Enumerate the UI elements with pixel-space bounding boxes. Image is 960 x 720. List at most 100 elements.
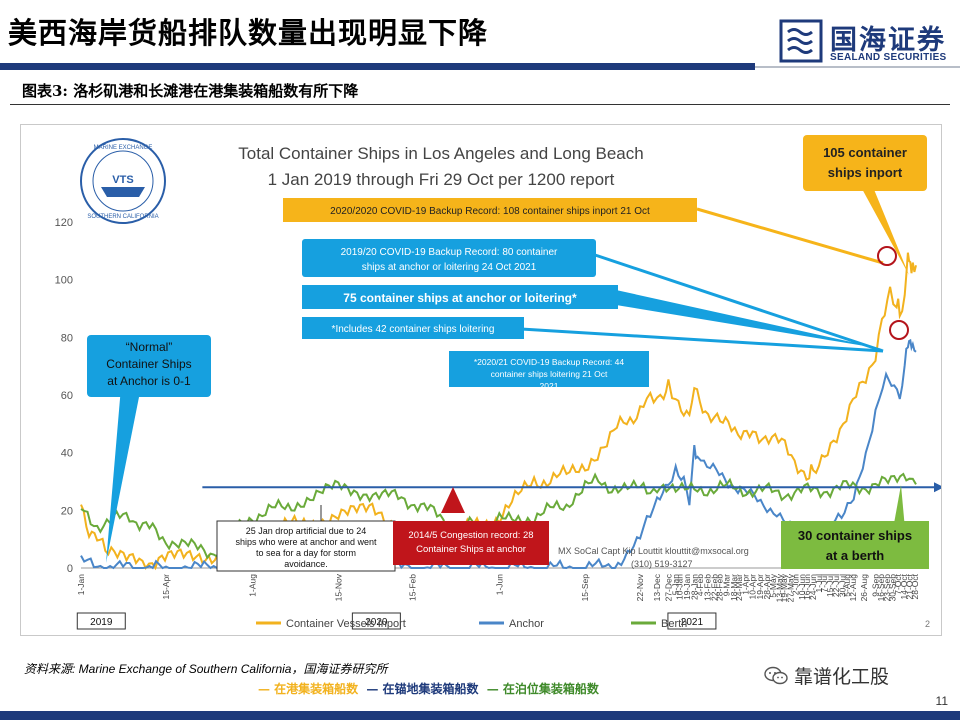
x-tick-label: 1-Jul bbox=[814, 574, 824, 593]
mx-logo-center: VTS bbox=[112, 174, 133, 186]
x-tick-label: 28-Jan bbox=[689, 574, 699, 600]
x-tick-label: 19-May bbox=[779, 573, 789, 602]
x-tick-label: 22-Jul bbox=[831, 574, 841, 597]
x-tick-label: 2-Jun bbox=[790, 574, 800, 596]
x-tick-label: 18-Mar bbox=[729, 574, 739, 601]
chart-title-line1: Total Container Ships in Los Angeles and… bbox=[238, 144, 643, 163]
x-tick-label: 15-Feb bbox=[408, 574, 418, 601]
y-tick-label: 100 bbox=[55, 275, 73, 287]
anchor-record-marker bbox=[889, 320, 909, 340]
page-number: 11 bbox=[935, 694, 948, 708]
x-tick-label: 9-Mar bbox=[722, 574, 732, 596]
year-box bbox=[76, 612, 126, 630]
x-tick-label: 14-Oct bbox=[899, 573, 909, 599]
x-tick-label: 22-Nov bbox=[635, 573, 645, 601]
anchor-record-box bbox=[302, 239, 596, 277]
x-tick-label: 19-Jan bbox=[682, 574, 692, 600]
x-tick-label: 27-Dec bbox=[663, 573, 673, 601]
x-tick-label: 10-Jun bbox=[797, 574, 807, 600]
x-tick-label: 15-Jul bbox=[825, 574, 835, 597]
inport-record-marker bbox=[877, 246, 897, 266]
x-tick-label: 15-Nov bbox=[333, 573, 343, 601]
x-tick-label: 4-Feb bbox=[695, 574, 705, 596]
x-tick-label: 26-Aug bbox=[859, 574, 869, 602]
credit-line2: (310) 519-3127 bbox=[631, 559, 693, 569]
brand-name-en: SEALAND SECURITIES bbox=[830, 52, 947, 63]
footer-bar bbox=[0, 711, 960, 720]
anchor-now-pointer bbox=[616, 290, 883, 349]
year-label: 2019 bbox=[90, 617, 113, 628]
x-tick-label: 16-Jun bbox=[802, 574, 812, 600]
x-tick-label: 1-Jan bbox=[76, 574, 86, 596]
anchor-now-text: 75 container ships at anchor or loiterin… bbox=[343, 291, 577, 305]
jan-note-text: 25 Jan drop artificial due to 24 ships wh… bbox=[235, 526, 377, 569]
x-tick-label: 10-Apr bbox=[748, 574, 758, 600]
legend-label: Berth bbox=[661, 618, 687, 630]
header-rule bbox=[0, 63, 755, 70]
x-tick-label: 7-Jul bbox=[819, 574, 829, 593]
year-label: 2020 bbox=[365, 617, 388, 628]
mx-logo-bottom-text: SOUTHERN CALIFORNIA bbox=[87, 214, 158, 220]
x-tick-label: 22-Feb bbox=[710, 574, 720, 601]
x-tick-label: 15-Apr bbox=[161, 574, 171, 600]
y-tick-label: 60 bbox=[61, 390, 73, 402]
year-label: 2021 bbox=[681, 617, 704, 628]
x-tick-label: 28-Oct bbox=[910, 573, 920, 599]
x-tick-label: 1-Jun bbox=[494, 574, 504, 596]
x-tick-label: 24-Jun bbox=[808, 574, 818, 600]
legend-label: Anchor bbox=[509, 618, 544, 630]
x-tick-label: 13-Dec bbox=[652, 573, 662, 601]
normal-text: “Normal” Container Ships at Anchor is 0-1 bbox=[106, 340, 191, 388]
year-box bbox=[351, 612, 401, 630]
inport-now-text: 105 container ships inport bbox=[823, 145, 907, 180]
x-tick-label: 13-May bbox=[774, 573, 784, 602]
x-tick-label: 5-Jan bbox=[671, 574, 681, 596]
x-tick-label: 9-Sep bbox=[871, 574, 881, 597]
congestion-pointer bbox=[441, 487, 465, 513]
x-tick-label: 13-Feb bbox=[702, 574, 712, 601]
figure-rule bbox=[10, 104, 950, 105]
loiter-note-box bbox=[302, 317, 524, 339]
x-tick-label: 21-Oct bbox=[905, 573, 915, 599]
x-tick-label: 28-Apr bbox=[762, 574, 772, 600]
figure-title: 图表3: 洛杉矶港和长滩港在港集装箱船数有所下降 bbox=[22, 82, 359, 100]
anchor-now-box bbox=[302, 285, 618, 309]
berth-now-box bbox=[781, 521, 929, 569]
inport-record-box bbox=[283, 198, 697, 222]
x-tick-label: 5-Aug bbox=[842, 574, 852, 597]
x-tick-label: 7-Oct bbox=[893, 573, 903, 594]
y-tick-label: 80 bbox=[61, 332, 73, 344]
normal-box bbox=[87, 335, 211, 397]
inport-now-box bbox=[803, 135, 927, 191]
x-tick-label: 1-Apr bbox=[740, 574, 750, 595]
x-tick-label: 10-Jan bbox=[675, 574, 685, 600]
x-tick-label: 24-Mar bbox=[734, 574, 744, 601]
legend-inport-cn: — 在港集装箱船数 bbox=[258, 682, 359, 696]
y-tick-label: 120 bbox=[55, 217, 73, 229]
brand-logo: 国海证券 SEALAND SECURITIES bbox=[778, 18, 958, 66]
legend-anchor-cn: — 在锚地集装箱船数 bbox=[366, 682, 479, 696]
inport-now-pointer bbox=[861, 187, 909, 275]
legend-cn: — 在港集装箱船数 — 在锚地集装箱船数 — 在泊位集装箱船数 bbox=[258, 680, 603, 697]
x-tick-label: 23-Sep bbox=[882, 574, 892, 602]
credit-line1: MX SoCal Capt Kip Louttit klouttit@mxsoc… bbox=[558, 546, 749, 556]
y-tick-label: 0 bbox=[67, 563, 73, 575]
loiter-note-text: *Includes 42 container ships loitering bbox=[332, 324, 495, 335]
slide-number: 2 bbox=[925, 619, 930, 629]
chart-frame: Total Container Ships in Los Angeles and… bbox=[20, 124, 942, 636]
x-tick-label: 30-Jul bbox=[837, 574, 847, 597]
inport-record-text: 2020/2020 COVID-19 Backup Record: 108 co… bbox=[330, 206, 650, 217]
x-tick-label: 15-Sep bbox=[580, 574, 590, 602]
brand-name-cn: 国海证券 bbox=[830, 25, 946, 56]
anchor-record-pointer bbox=[594, 253, 884, 353]
wechat-icon bbox=[764, 666, 788, 685]
x-tick-label: 19-Apr bbox=[755, 574, 765, 600]
congestion-text: 2014/5 Congestion record: 28 Container Sh… bbox=[408, 530, 533, 555]
year-box bbox=[667, 612, 717, 630]
x-tick-label: 16-Sep bbox=[876, 574, 886, 602]
legend-berth-cn: — 在泊位集装箱船数 bbox=[486, 682, 599, 696]
y-tick-label: 20 bbox=[61, 505, 73, 517]
inport-record-pointer bbox=[696, 207, 884, 265]
loiter-record-text: *2020/21 COVID-19 Backup Record: 44 conta… bbox=[474, 357, 625, 391]
mx-logo-top-text: MARINE EXCHANGE bbox=[94, 145, 153, 151]
